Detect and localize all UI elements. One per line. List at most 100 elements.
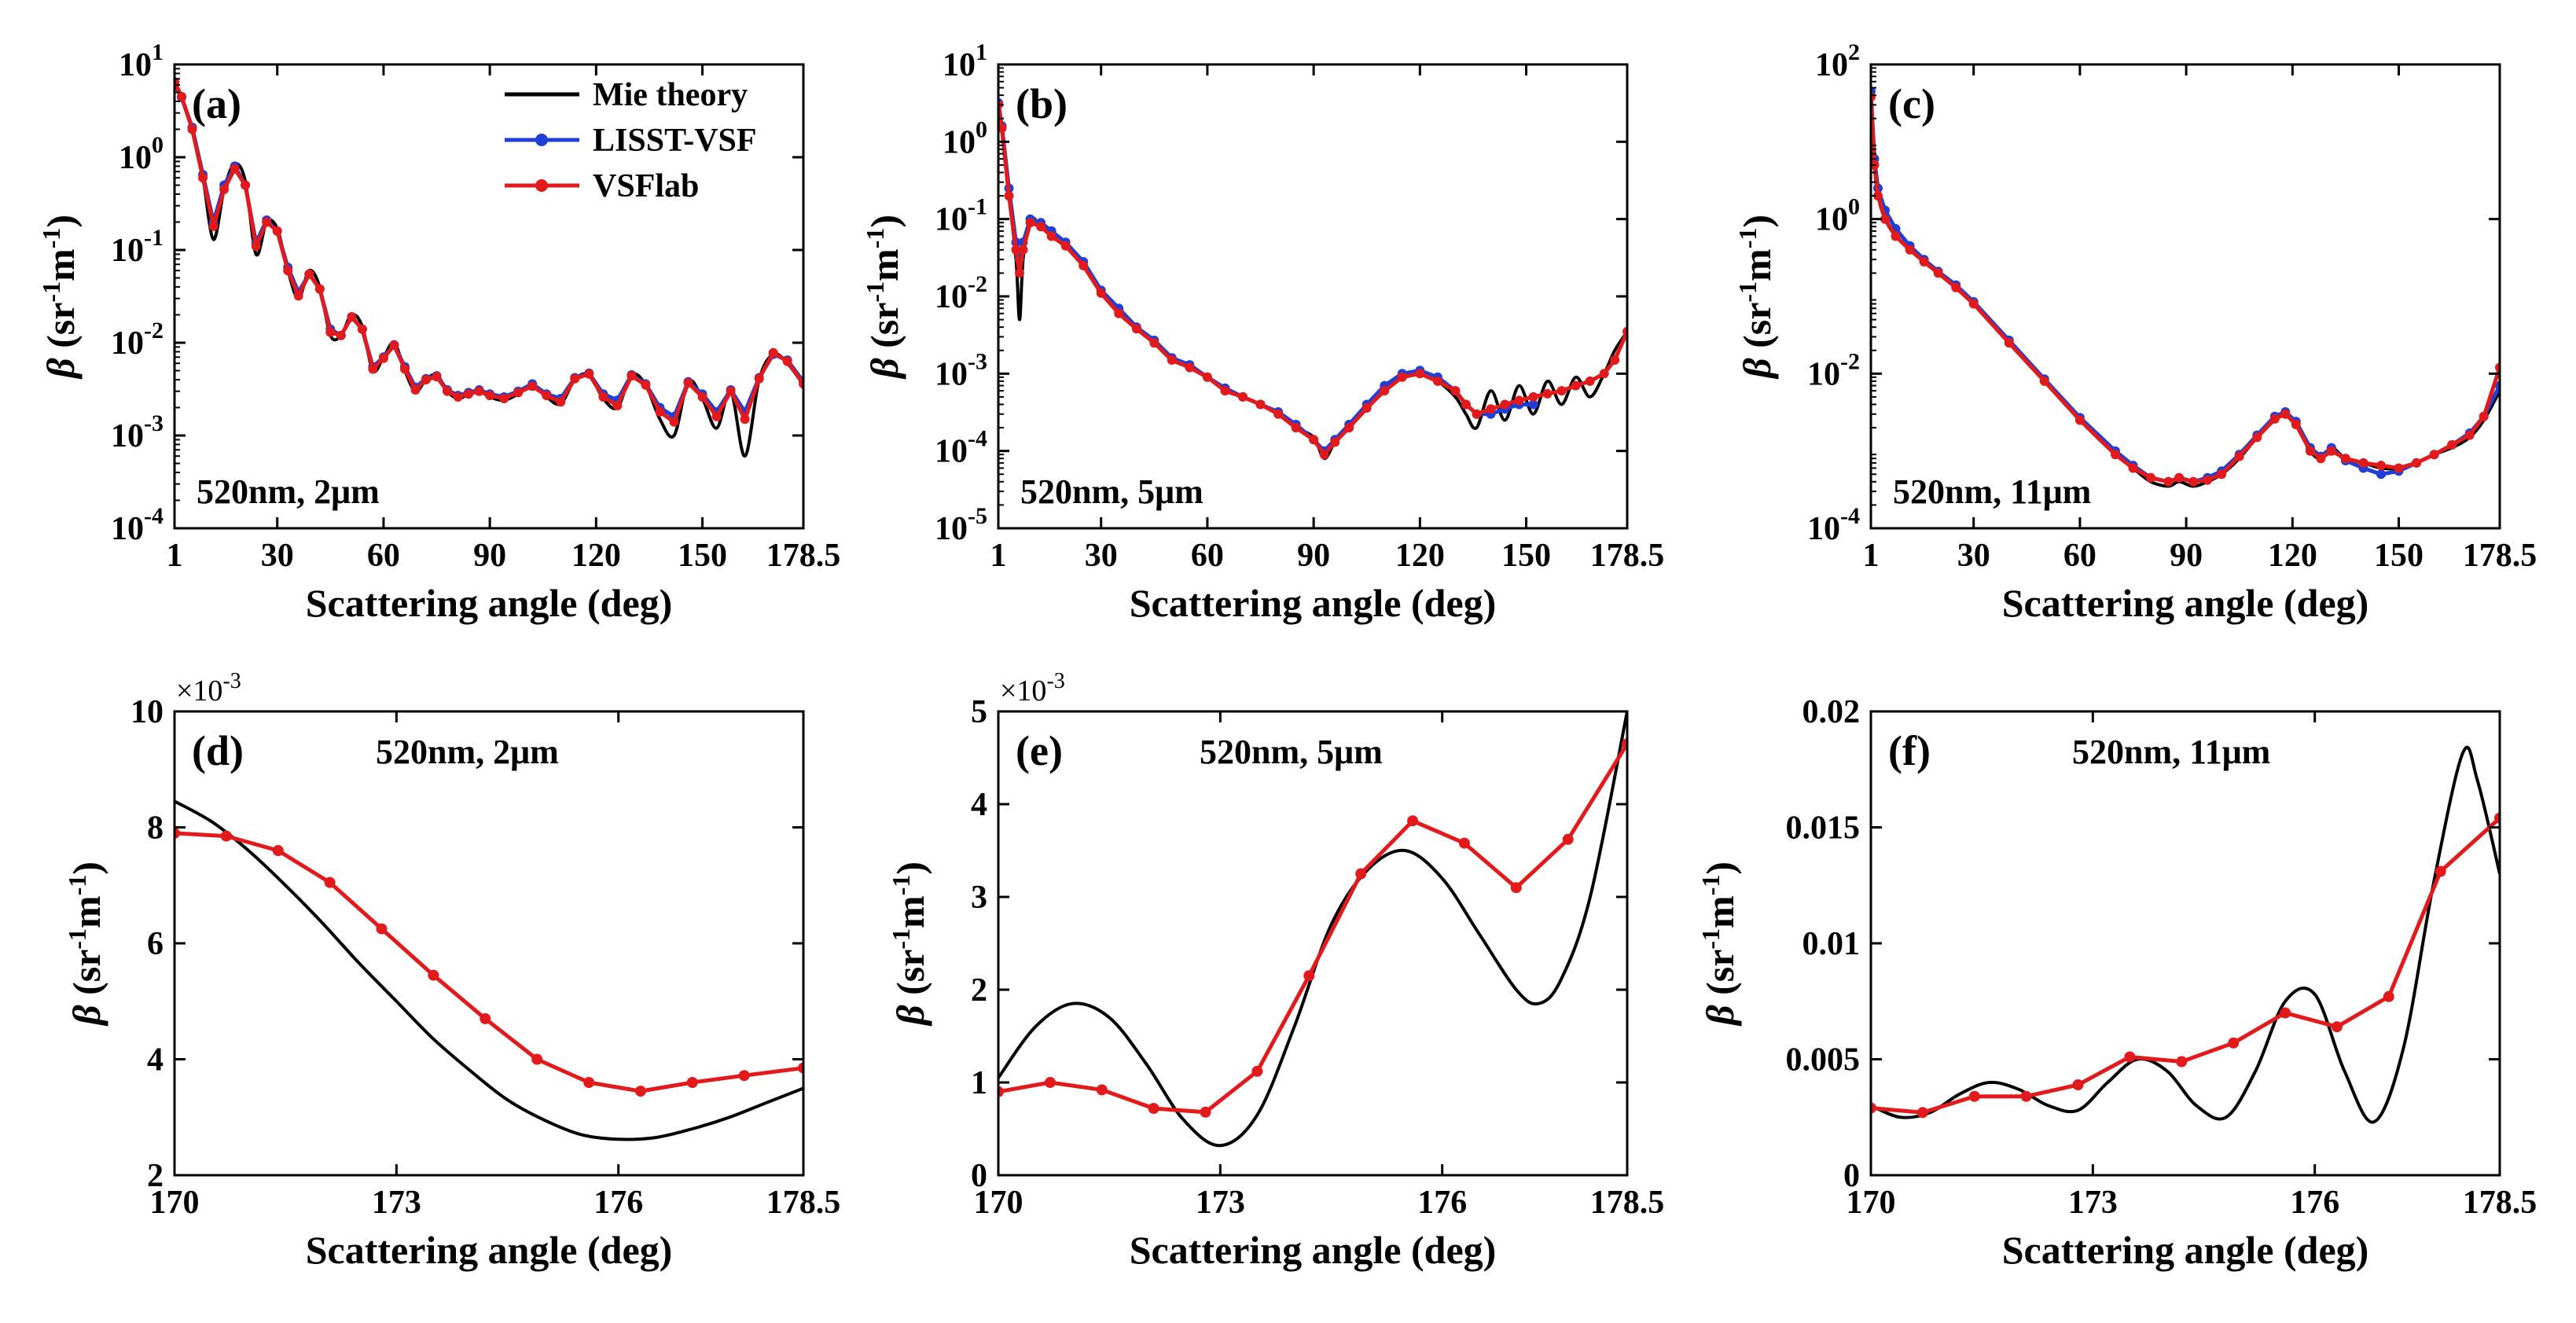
data-point xyxy=(1610,355,1620,365)
data-point xyxy=(738,1070,750,1082)
legend-swatch-marker xyxy=(535,179,548,192)
x-tick-label: 176 xyxy=(2290,1185,2339,1221)
panel-d: 170 173 176 178.5 2 4 6 8 10 Scattering angle (de… xyxy=(63,669,840,1272)
panel-annotation: 520nm, 5μm xyxy=(1020,472,1203,511)
data-point xyxy=(740,414,750,424)
data-point xyxy=(1415,369,1425,379)
panel-f: 170 173 176 178.5 0 0.005 0.01 0.015 0.02 Scatter… xyxy=(1696,694,2537,1272)
data-point xyxy=(2074,415,2085,425)
panel-label: (d) xyxy=(192,727,244,774)
series-line-mie-theory xyxy=(175,799,803,1141)
panel-annotation: 520nm, 11μm xyxy=(2072,733,2270,771)
data-point xyxy=(2217,469,2227,480)
data-point xyxy=(428,969,439,981)
y-axis-label: β (sr-1m-1) xyxy=(861,215,906,380)
x-tick-label: 60 xyxy=(1191,538,1224,574)
data-point xyxy=(485,391,495,401)
data-point xyxy=(634,1086,646,1097)
x-tick-label: 178.5 xyxy=(766,1185,841,1221)
data-point xyxy=(513,388,524,398)
data-point xyxy=(368,364,378,374)
data-point xyxy=(782,356,792,366)
data-point xyxy=(697,392,707,402)
data-point xyxy=(2234,451,2244,461)
data-point xyxy=(1202,372,1212,382)
series-group xyxy=(1871,86,2500,488)
data-point xyxy=(1025,218,1035,228)
data-point xyxy=(1361,403,1372,413)
panel-annotation: 520nm, 2μm xyxy=(197,472,380,511)
data-point xyxy=(655,406,665,417)
data-point xyxy=(2447,439,2457,450)
y-tick-label: 4 xyxy=(971,787,987,823)
data-point xyxy=(711,411,722,421)
data-point xyxy=(726,386,736,396)
data-point xyxy=(1407,815,1419,827)
data-point xyxy=(219,184,230,194)
data-point xyxy=(1919,257,1929,266)
y-tick-label: 10-5 xyxy=(935,503,987,547)
data-point xyxy=(1951,282,1961,292)
y-axis-label: β (sr-1m-1) xyxy=(1696,862,1742,1027)
x-tick-label: 178.5 xyxy=(2463,1185,2537,1221)
panel-b: 1 30 60 90 120 150 178.5 10-5 10-4 10-3 10-2 10-1 10… xyxy=(861,39,1664,625)
data-point xyxy=(641,380,651,390)
data-point xyxy=(2412,458,2422,468)
data-point xyxy=(1916,1107,1928,1119)
x-tick-label: 170 xyxy=(1847,1185,1896,1221)
data-point xyxy=(1096,1084,1108,1096)
y-tick-label: 10-4 xyxy=(111,503,164,547)
data-point xyxy=(686,1077,698,1088)
x-tick-label: 150 xyxy=(678,538,727,574)
panel-label: (b) xyxy=(1016,80,1068,127)
data-point xyxy=(1319,450,1329,460)
data-point xyxy=(175,827,180,839)
data-point xyxy=(2305,446,2315,456)
panel-label: (f) xyxy=(1888,727,1931,774)
data-point xyxy=(324,876,336,888)
legend-swatch-marker xyxy=(535,134,548,146)
data-point xyxy=(527,381,538,391)
x-tick-label: 176 xyxy=(1417,1185,1467,1221)
data-point xyxy=(1528,391,1538,402)
data-point xyxy=(2376,461,2386,471)
x-axis-label: Scattering angle (deg) xyxy=(1130,581,1497,625)
data-point xyxy=(464,389,474,399)
data-point xyxy=(1556,386,1567,396)
data-point xyxy=(1044,1077,1056,1088)
data-point xyxy=(1355,868,1367,880)
axis-multiplier: ×10-3 xyxy=(1000,669,1065,707)
data-point xyxy=(1004,191,1014,201)
data-point xyxy=(2039,376,2049,386)
data-point xyxy=(1096,288,1106,298)
data-point xyxy=(2291,420,2301,429)
legend-entry: VSFlab xyxy=(593,168,699,204)
x-tick-label: 30 xyxy=(261,538,294,574)
x-tick-label: 1 xyxy=(990,538,1007,574)
x-tick-label: 178.5 xyxy=(2463,538,2537,574)
y-tick-label: 0.005 xyxy=(1786,1042,1861,1079)
data-point xyxy=(2020,1090,2032,1102)
data-point xyxy=(421,375,431,384)
data-point xyxy=(389,340,399,351)
data-point xyxy=(336,330,346,340)
data-point xyxy=(1450,386,1461,396)
x-tick-label: 30 xyxy=(1957,538,1990,574)
y-tick-label: 10-3 xyxy=(111,410,164,454)
data-point xyxy=(272,226,282,236)
data-point xyxy=(1015,268,1024,278)
x-axis-label: Scattering angle (deg) xyxy=(306,1228,673,1272)
x-axis-label: Scattering angle (deg) xyxy=(2002,1228,2369,1272)
data-point xyxy=(1528,399,1538,410)
y-tick-label: 100 xyxy=(119,132,164,176)
series-group xyxy=(175,77,803,458)
data-point xyxy=(1200,1106,1211,1118)
axes-frame xyxy=(997,710,1629,1177)
y-tick-label: 4 xyxy=(147,1042,164,1079)
y-tick-label: 10-2 xyxy=(935,271,987,315)
series-group xyxy=(998,711,1627,1148)
x-tick-label: 30 xyxy=(1085,538,1118,574)
panel-e: 170 173 176 178.5 0 1 2 3 4 5 Scattering angle (de… xyxy=(887,669,1664,1272)
data-point xyxy=(2269,413,2280,424)
